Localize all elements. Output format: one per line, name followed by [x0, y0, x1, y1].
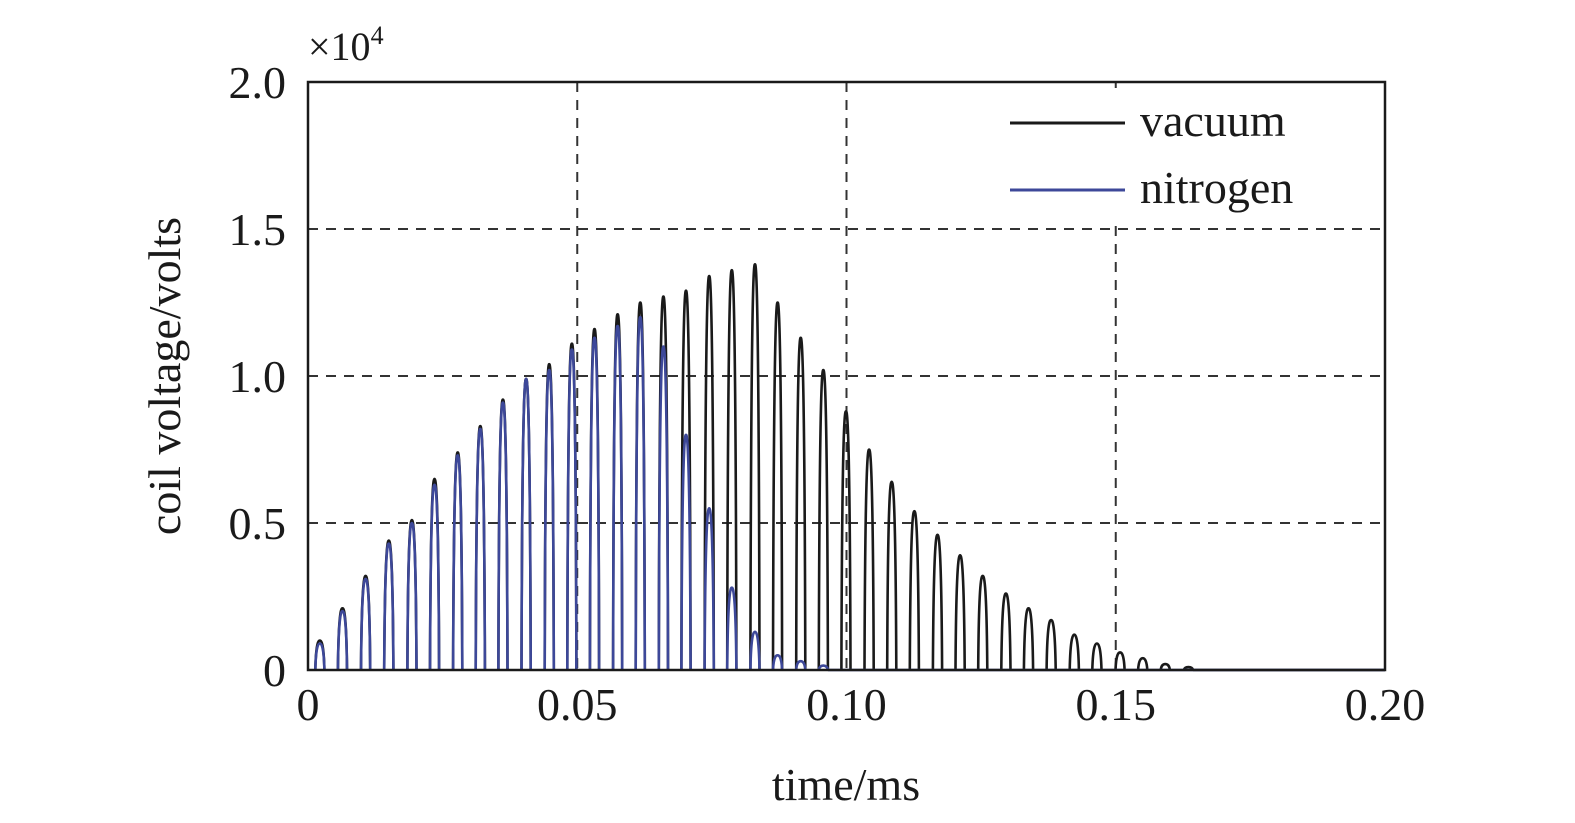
series-nitrogen-peak — [382, 542, 395, 671]
y-tick-label: 1.0 — [229, 351, 287, 402]
series-vacuum-peak — [1136, 656, 1149, 671]
y-axis-multiplier-base: ×10 — [308, 24, 371, 69]
series-nitrogen-peak — [817, 664, 830, 671]
series-nitrogen-peak — [725, 586, 738, 671]
series-vacuum-peak — [771, 301, 784, 671]
series-vacuum-peak — [680, 289, 692, 671]
series-nitrogen-peak — [520, 377, 532, 671]
y-axis-multiplier: ×104 — [308, 21, 384, 69]
series-nitrogen-peak — [336, 609, 349, 671]
x-tick-label: 0.15 — [1076, 679, 1157, 730]
series-vacuum-peak — [817, 368, 830, 671]
series-nitrogen-peak — [406, 521, 418, 671]
legend-label-vacuum: vacuum — [1140, 95, 1286, 146]
series-nitrogen-peak — [749, 630, 761, 671]
series-nitrogen — [314, 315, 1385, 672]
series-vacuum-peak — [1114, 651, 1126, 671]
series-nitrogen-peak — [634, 315, 647, 671]
y-tick-label: 2.0 — [229, 57, 287, 108]
series-nitrogen-peak — [794, 659, 807, 671]
series-vacuum-peak — [863, 448, 875, 671]
plot-frame — [306, 80, 1387, 672]
series-nitrogen-peak — [703, 506, 716, 671]
x-tick-label: 0.20 — [1345, 679, 1426, 730]
x-tick-label: 0.10 — [806, 679, 887, 730]
series-vacuum-peak — [725, 268, 738, 671]
series-vacuum-peak — [1045, 618, 1057, 671]
y-tick-label: 0.5 — [229, 498, 287, 549]
y-tick-label: 1.5 — [229, 204, 287, 255]
series-vacuum-peak — [908, 509, 921, 671]
series-nitrogen-peak — [611, 324, 624, 671]
series-nitrogen-peak — [428, 483, 441, 671]
series-nitrogen-peak — [497, 401, 509, 671]
series-nitrogen-peak — [771, 653, 784, 671]
x-tick-label: 0 — [297, 679, 320, 730]
series-vacuum-peak — [703, 274, 716, 671]
x-tick-labels: 0 0.05 0.10 0.15 0.20 — [297, 679, 1426, 730]
series-vacuum-peak — [1068, 633, 1081, 671]
series-vacuum-peak — [749, 262, 761, 671]
series-vacuum-peak — [976, 574, 989, 671]
y-tick-label: 0 — [263, 645, 286, 696]
series-vacuum-peak — [1022, 606, 1035, 671]
series-nitrogen-peak — [543, 368, 556, 671]
series-vacuum-peak — [885, 480, 898, 671]
x-tick-label: 0.05 — [537, 679, 618, 730]
series-nitrogen-peak — [314, 642, 326, 671]
series-vacuum-peak — [1159, 662, 1172, 671]
series-nitrogen-peak — [566, 348, 578, 671]
series-vacuum-peak — [794, 336, 807, 671]
y-axis-multiplier-exponent: 4 — [371, 21, 384, 50]
series-vacuum-peak — [954, 553, 966, 671]
series-nitrogen-peak — [451, 454, 464, 671]
series-lines — [314, 262, 1385, 672]
series-nitrogen-peak — [680, 433, 692, 671]
legend-box — [985, 88, 1380, 223]
y-tick-labels: 0 0.5 1.0 1.5 2.0 — [229, 57, 287, 696]
legend: vacuum nitrogen — [985, 88, 1380, 223]
legend-label-nitrogen: nitrogen — [1140, 162, 1293, 213]
series-nitrogen-peak — [474, 427, 487, 671]
series-nitrogen-peak — [359, 577, 372, 671]
series-vacuum-peak — [1091, 642, 1103, 671]
x-axis-title: time/ms — [772, 759, 920, 810]
y-axis-title: coil voltage/volts — [139, 217, 190, 535]
series-vacuum-peak — [840, 409, 852, 671]
series-nitrogen-peak — [588, 336, 601, 671]
series-vacuum-peak — [931, 533, 944, 671]
series-vacuum-peak — [1182, 665, 1195, 671]
series-nitrogen-peak — [657, 345, 670, 671]
series-vacuum-peak — [1000, 592, 1012, 671]
